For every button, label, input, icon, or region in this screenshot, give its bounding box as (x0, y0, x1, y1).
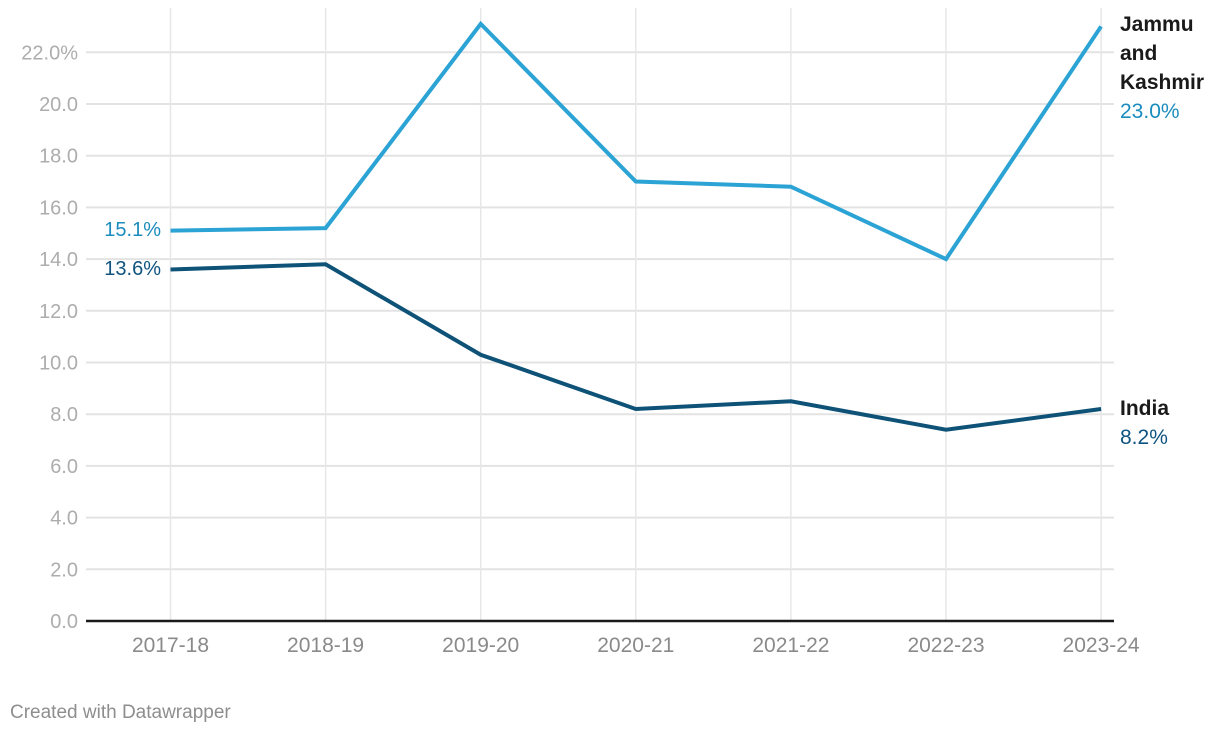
x-tick-label: 2023-24 (1063, 634, 1140, 657)
y-tick-label: 8.0 (50, 404, 78, 426)
y-tick-label: 2.0 (50, 559, 78, 581)
y-tick-label: 16.0 (39, 197, 78, 219)
y-tick-label: 12.0 (39, 301, 78, 323)
value-label-india-start: 13.6% (104, 258, 161, 280)
x-tick-label: 2017-18 (132, 634, 209, 657)
plot-area: 22.0% 20.0 18.0 16.0 14.0 12.0 10.0 8.0 6.0 4.0 2.… (21, 8, 1140, 657)
series-line-india[interactable] (170, 262, 1102, 432)
value-label-jammu-kashmir-start: 15.1% (104, 219, 161, 241)
y-tick-label: 0.0 (50, 611, 78, 633)
series-label-block-india: India 8.2% (1120, 394, 1217, 452)
series-name-jammu-kashmir: Jammu and Kashmir (1120, 13, 1205, 94)
y-tick-label: 6.0 (50, 456, 78, 478)
x-tick-label: 2021-22 (752, 634, 829, 657)
series-line-jammu-and-kashmir[interactable] (170, 20, 1103, 262)
x-tick-label: 2018-19 (287, 634, 364, 657)
y-tick-label: 22.0% (21, 42, 78, 64)
x-tick-label: 2022-23 (907, 634, 984, 657)
series-end-value-jammu-kashmir: 23.0% (1120, 100, 1180, 123)
y-tick-label: 4.0 (50, 508, 78, 530)
datawrapper-credit: Created with Datawrapper (10, 702, 231, 723)
series-name-india: India (1120, 397, 1170, 420)
series-label-block-jammu-kashmir: Jammu and Kashmir 23.0% (1120, 10, 1217, 126)
y-tick-label: 20.0 (39, 94, 78, 116)
series-end-value-india: 8.2% (1120, 426, 1168, 449)
y-tick-label: 18.0 (39, 146, 78, 168)
x-tick-label: 2020-21 (597, 634, 674, 657)
y-tick-label: 10.0 (39, 353, 78, 375)
x-tick-label: 2019-20 (442, 634, 519, 657)
y-tick-label: 14.0 (39, 249, 78, 271)
